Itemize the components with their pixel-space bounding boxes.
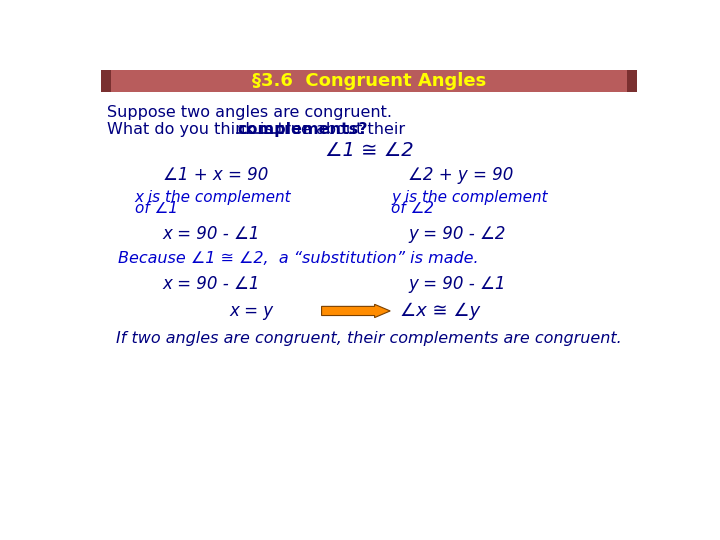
- FancyBboxPatch shape: [101, 70, 637, 92]
- Text: Suppose two angles are congruent.: Suppose two angles are congruent.: [107, 105, 392, 120]
- Text: y is the complement: y is the complement: [392, 190, 548, 205]
- Text: of ∠1: of ∠1: [135, 201, 178, 216]
- Text: y = 90 - ∠2: y = 90 - ∠2: [408, 225, 505, 243]
- Text: If two angles are congruent, their complements are congruent.: If two angles are congruent, their compl…: [116, 331, 622, 346]
- Text: ∠1 + x = 90: ∠1 + x = 90: [163, 166, 268, 184]
- Text: Because ∠1 ≅ ∠2,  a “substitution” is made.: Because ∠1 ≅ ∠2, a “substitution” is mad…: [118, 252, 479, 266]
- FancyArrow shape: [322, 305, 390, 318]
- Text: ∠2 + y = 90: ∠2 + y = 90: [408, 166, 513, 184]
- FancyBboxPatch shape: [101, 70, 111, 92]
- Text: x = 90 - ∠1: x = 90 - ∠1: [163, 275, 260, 293]
- Text: x = y: x = y: [230, 302, 274, 320]
- Text: x = 90 - ∠1: x = 90 - ∠1: [163, 225, 260, 243]
- Text: What do you think is true about their: What do you think is true about their: [107, 122, 410, 137]
- Text: of ∠2: of ∠2: [392, 201, 434, 216]
- Text: complements?: complements?: [237, 122, 368, 137]
- Text: ∠x ≅ ∠y: ∠x ≅ ∠y: [400, 302, 480, 320]
- Text: y = 90 - ∠1: y = 90 - ∠1: [408, 275, 505, 293]
- Text: x is the complement: x is the complement: [135, 190, 292, 205]
- Text: §3.6  Congruent Angles: §3.6 Congruent Angles: [252, 72, 486, 90]
- Text: ∠1 ≅ ∠2: ∠1 ≅ ∠2: [325, 140, 413, 159]
- FancyBboxPatch shape: [627, 70, 637, 92]
